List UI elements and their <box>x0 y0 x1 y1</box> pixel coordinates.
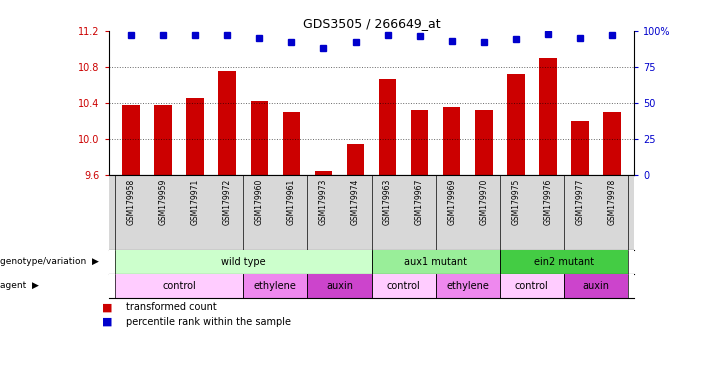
Bar <box>564 274 628 298</box>
Text: ■: ■ <box>102 302 112 313</box>
Bar <box>411 110 428 175</box>
Text: ethylene: ethylene <box>254 281 297 291</box>
Text: GSM179969: GSM179969 <box>447 179 456 225</box>
Text: control: control <box>515 281 549 291</box>
Bar <box>115 250 372 274</box>
Text: GSM179977: GSM179977 <box>576 179 585 225</box>
Text: GSM179959: GSM179959 <box>158 179 168 225</box>
Text: GSM179967: GSM179967 <box>415 179 424 225</box>
Text: ein2 mutant: ein2 mutant <box>534 257 594 267</box>
Bar <box>500 274 564 298</box>
Bar <box>219 71 236 175</box>
Text: aux1 mutant: aux1 mutant <box>404 257 467 267</box>
Bar <box>435 274 500 298</box>
Bar <box>571 121 589 175</box>
Bar <box>122 105 140 175</box>
Text: auxin: auxin <box>326 281 353 291</box>
Text: GSM179975: GSM179975 <box>511 179 520 225</box>
Text: GSM179974: GSM179974 <box>351 179 360 225</box>
Text: auxin: auxin <box>583 281 609 291</box>
Text: GSM179960: GSM179960 <box>255 179 264 225</box>
Text: GSM179973: GSM179973 <box>319 179 328 225</box>
Text: transformed count: transformed count <box>126 302 217 313</box>
Text: wild type: wild type <box>221 257 266 267</box>
Text: GSM179963: GSM179963 <box>383 179 392 225</box>
Text: GSM179970: GSM179970 <box>479 179 488 225</box>
Bar <box>475 110 493 175</box>
Text: GSM179961: GSM179961 <box>287 179 296 225</box>
Bar <box>603 112 621 175</box>
Text: ethylene: ethylene <box>447 281 489 291</box>
Text: percentile rank within the sample: percentile rank within the sample <box>126 317 291 327</box>
Text: GSM179971: GSM179971 <box>191 179 200 225</box>
Text: GSM179958: GSM179958 <box>127 179 135 225</box>
Text: GSM179978: GSM179978 <box>608 179 616 225</box>
Bar <box>372 250 500 274</box>
Text: GSM179976: GSM179976 <box>543 179 552 225</box>
Bar <box>186 98 204 175</box>
Text: control: control <box>387 281 421 291</box>
Bar <box>539 58 557 175</box>
Bar <box>379 79 396 175</box>
Bar <box>250 101 268 175</box>
Bar <box>243 274 308 298</box>
Bar <box>443 108 461 175</box>
Title: GDS3505 / 266649_at: GDS3505 / 266649_at <box>303 17 440 30</box>
Bar <box>372 274 435 298</box>
Text: genotype/variation  ▶: genotype/variation ▶ <box>0 257 99 266</box>
Text: ■: ■ <box>102 317 112 327</box>
Bar <box>315 170 332 175</box>
Text: agent  ▶: agent ▶ <box>0 281 39 290</box>
Bar <box>500 250 628 274</box>
Bar <box>283 112 300 175</box>
Text: GSM179972: GSM179972 <box>223 179 232 225</box>
Bar <box>507 74 524 175</box>
Bar <box>347 144 365 175</box>
Bar <box>154 105 172 175</box>
Bar <box>115 274 243 298</box>
Bar <box>308 274 372 298</box>
Text: control: control <box>163 281 196 291</box>
